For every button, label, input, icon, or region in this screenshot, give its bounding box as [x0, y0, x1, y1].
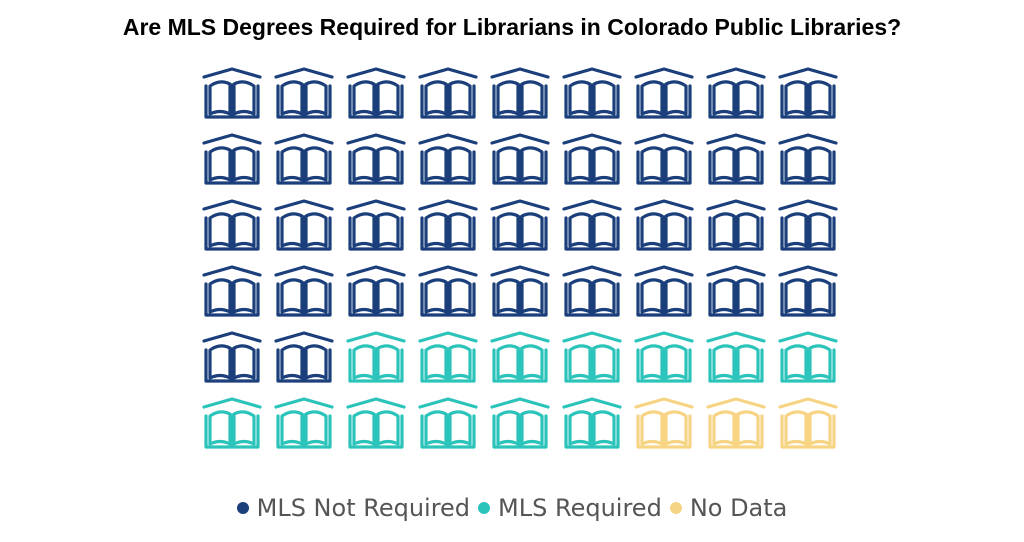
- library-book-icon-mls-not-required: [346, 133, 406, 185]
- library-book-icon-mls-not-required: [274, 331, 334, 383]
- legend-item-mls-required: MLS Required: [478, 494, 662, 522]
- library-book-icon-mls-not-required: [634, 133, 694, 185]
- library-book-icon-mls-not-required: [778, 199, 838, 251]
- library-book-icon-mls-not-required: [346, 67, 406, 119]
- library-book-icon-mls-required: [706, 331, 766, 383]
- library-book-icon-mls-required: [202, 397, 262, 449]
- library-book-icon-mls-not-required: [418, 199, 478, 251]
- library-book-icon-mls-not-required: [634, 199, 694, 251]
- library-book-icon-mls-not-required: [274, 67, 334, 119]
- chart-title: Are MLS Degrees Required for Librarians …: [122, 14, 902, 40]
- library-book-icon-mls-not-required: [490, 265, 550, 317]
- legend-item-no-data: No Data: [669, 494, 788, 522]
- legend: MLS Not Required MLS Required No Data: [0, 494, 1024, 522]
- library-book-icon-mls-not-required: [202, 265, 262, 317]
- library-book-icon-mls-required: [634, 331, 694, 383]
- library-book-icon-mls-not-required: [562, 67, 622, 119]
- library-book-icon-no-data: [778, 397, 838, 449]
- library-book-icon-mls-not-required: [346, 265, 406, 317]
- library-book-icon-mls-required: [418, 397, 478, 449]
- library-book-icon-mls-required: [778, 331, 838, 383]
- legend-dot-no-data: [669, 502, 682, 514]
- library-book-icon-mls-not-required: [706, 67, 766, 119]
- library-book-icon-mls-not-required: [418, 133, 478, 185]
- library-book-icon-no-data: [634, 397, 694, 449]
- library-book-icon-mls-not-required: [274, 133, 334, 185]
- library-book-icon-mls-not-required: [490, 67, 550, 119]
- library-book-icon-mls-required: [418, 331, 478, 383]
- library-book-icon-mls-required: [490, 397, 550, 449]
- library-book-icon-mls-not-required: [562, 199, 622, 251]
- legend-label-no-data: No Data: [689, 494, 788, 522]
- library-book-icon-mls-not-required: [202, 331, 262, 383]
- library-book-icon-mls-not-required: [418, 67, 478, 119]
- library-book-icon-mls-not-required: [202, 67, 262, 119]
- library-book-icon-mls-required: [562, 397, 622, 449]
- library-book-icon-no-data: [706, 397, 766, 449]
- library-book-icon-mls-not-required: [634, 67, 694, 119]
- library-book-icon-mls-not-required: [490, 199, 550, 251]
- legend-item-mls-not-required: MLS Not Required: [236, 494, 471, 522]
- library-book-icon-mls-not-required: [778, 67, 838, 119]
- library-book-icon-mls-not-required: [562, 265, 622, 317]
- library-book-icon-mls-not-required: [274, 265, 334, 317]
- library-book-icon-mls-required: [274, 397, 334, 449]
- library-book-icon-mls-not-required: [706, 199, 766, 251]
- library-book-icon-mls-not-required: [202, 199, 262, 251]
- library-book-icon-mls-not-required: [778, 133, 838, 185]
- library-book-icon-mls-not-required: [706, 133, 766, 185]
- legend-label-mls-not-required: MLS Not Required: [256, 494, 471, 522]
- library-book-icon-mls-required: [490, 331, 550, 383]
- library-book-icon-mls-not-required: [562, 133, 622, 185]
- library-book-icon-mls-required: [562, 331, 622, 383]
- legend-dot-mls-required: [478, 502, 491, 514]
- library-book-icon-mls-not-required: [778, 265, 838, 317]
- legend-label-mls-required: MLS Required: [498, 494, 662, 522]
- legend-dot-mls-not-required: [236, 502, 249, 514]
- library-book-icon-mls-required: [346, 397, 406, 449]
- library-book-icon-mls-not-required: [634, 265, 694, 317]
- library-book-icon-mls-not-required: [706, 265, 766, 317]
- library-book-icon-mls-not-required: [490, 133, 550, 185]
- library-book-icon-mls-not-required: [274, 199, 334, 251]
- library-book-icon-mls-not-required: [202, 133, 262, 185]
- library-book-icon-mls-not-required: [346, 199, 406, 251]
- library-book-icon-mls-required: [346, 331, 406, 383]
- library-book-icon-mls-not-required: [418, 265, 478, 317]
